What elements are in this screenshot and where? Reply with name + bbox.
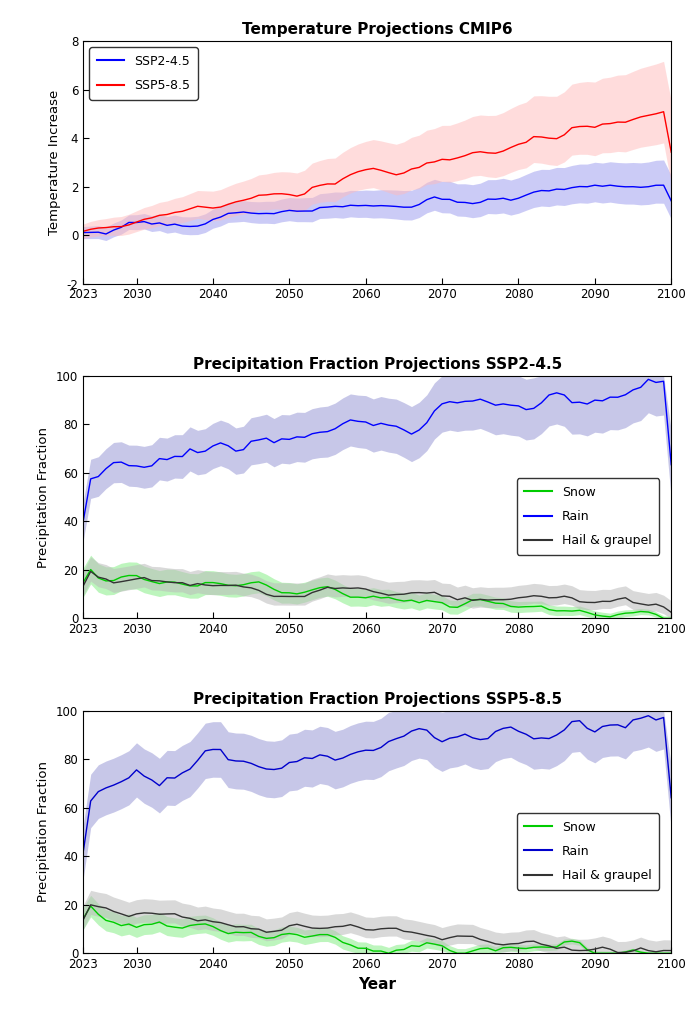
Y-axis label: Temperature Increase: Temperature Increase	[48, 89, 61, 235]
Y-axis label: Precipitation Fraction: Precipitation Fraction	[37, 426, 51, 568]
Title: Precipitation Fraction Projections SSP5-8.5: Precipitation Fraction Projections SSP5-…	[192, 692, 562, 706]
Legend: Snow, Rain, Hail & graupel: Snow, Rain, Hail & graupel	[517, 479, 659, 555]
X-axis label: Year: Year	[358, 977, 396, 991]
Title: Temperature Projections CMIP6: Temperature Projections CMIP6	[242, 23, 513, 37]
Title: Precipitation Fraction Projections SSP2-4.5: Precipitation Fraction Projections SSP2-…	[192, 357, 562, 372]
Legend: Snow, Rain, Hail & graupel: Snow, Rain, Hail & graupel	[517, 813, 659, 890]
Y-axis label: Precipitation Fraction: Precipitation Fraction	[37, 762, 51, 902]
Legend: SSP2-4.5, SSP5-8.5: SSP2-4.5, SSP5-8.5	[89, 47, 198, 99]
